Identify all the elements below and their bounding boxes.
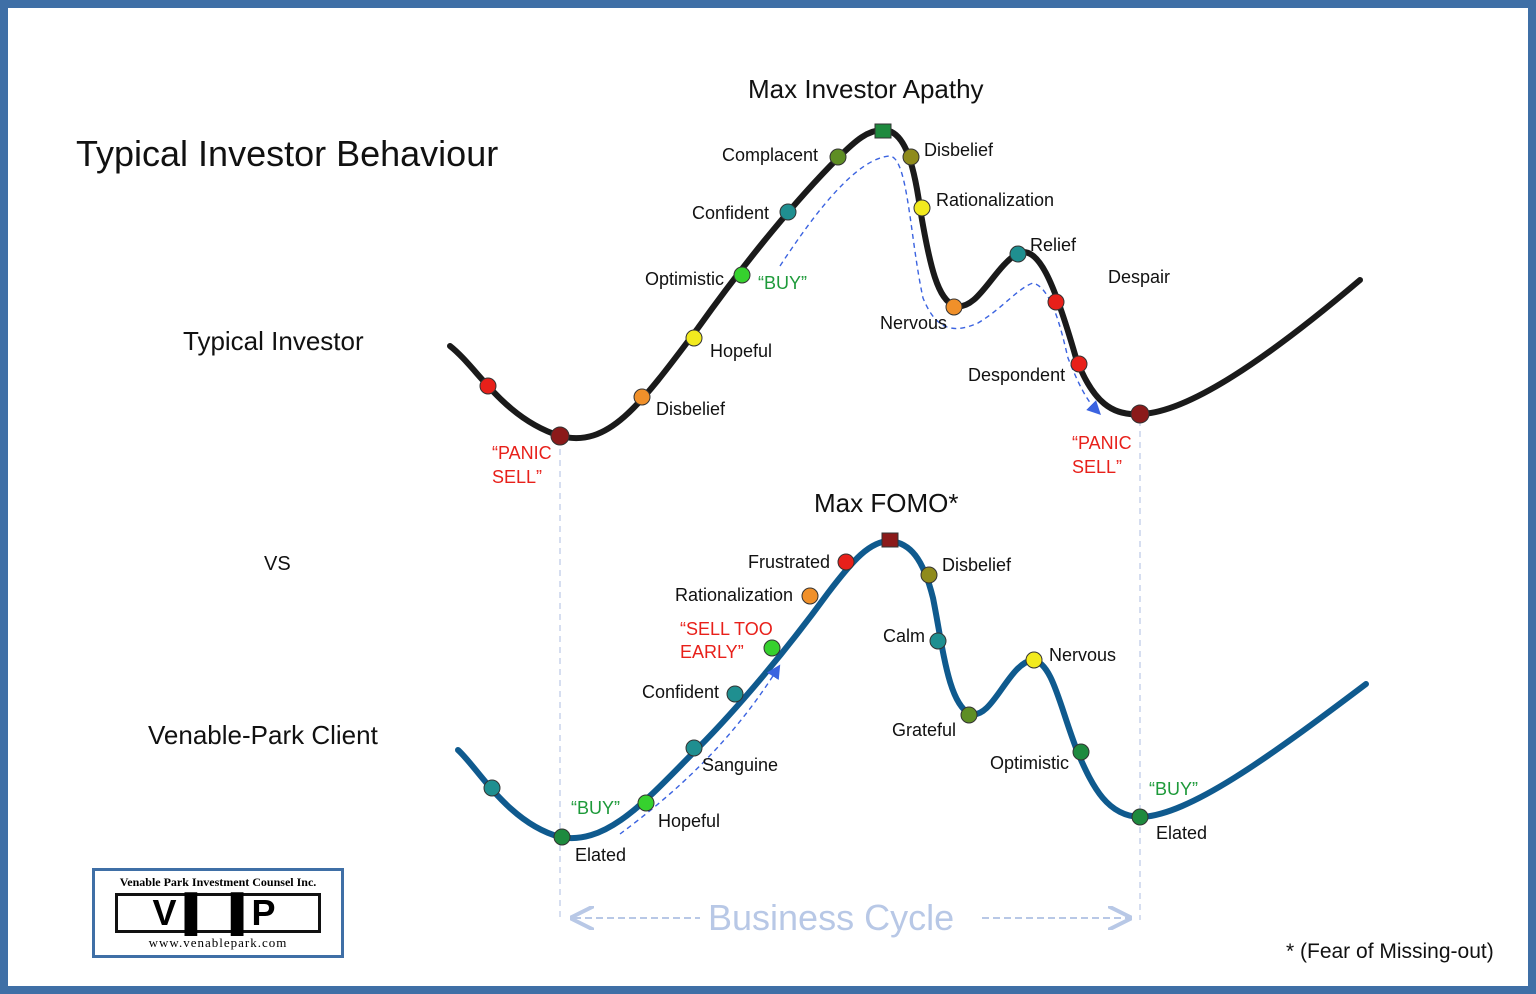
row-label-typical-investor: Typical Investor xyxy=(183,326,364,356)
marker-bottom-calm xyxy=(929,632,947,650)
top-panic-sell-left-line1: “PANIC xyxy=(492,443,552,463)
venable-park-logo: Venable Park Investment Counsel Inc. V▌▐… xyxy=(92,868,344,958)
marker-bottom-nervous xyxy=(1025,651,1043,669)
marker-top-peak xyxy=(874,123,892,139)
marker-bottom-frustrated xyxy=(837,553,855,571)
marker-bottom-peak xyxy=(881,532,899,548)
bottom-elated-right-label: Elated xyxy=(1156,823,1207,843)
marker-top-disbelief-high xyxy=(902,148,920,166)
row-label-vs: VS xyxy=(264,553,291,575)
bottom-confident-label: Confident xyxy=(642,682,719,702)
marker-top-panic-left xyxy=(550,426,570,446)
top-peak-label: Max Investor Apathy xyxy=(748,74,984,104)
bottom-sell-too-early-line1: “SELL TOO xyxy=(680,619,773,639)
bottom-buy-left-label: “BUY” xyxy=(571,798,620,818)
bottom-peak-label: Max FOMO* xyxy=(814,488,958,518)
marker-top-hopeful xyxy=(685,329,703,347)
marker-bottom-hopeful xyxy=(637,794,655,812)
venable-park-client-trend-arrow xyxy=(619,664,781,835)
top-optimistic-label: Optimistic xyxy=(645,269,724,289)
top-buy-label: “BUY” xyxy=(758,273,807,293)
footnote: * (Fear of Missing-out) xyxy=(1286,940,1494,963)
marker-top-nervous xyxy=(945,298,963,316)
diagram-title: Typical Investor Behaviour xyxy=(76,133,498,174)
typical-investor-markers xyxy=(479,123,1150,446)
top-disbelief-low-label: Disbelief xyxy=(656,399,726,419)
business-cycle-label: Business Cycle xyxy=(708,897,954,938)
investor-behaviour-diagram: Typical Investor Behaviour Typical Inves… xyxy=(76,74,1494,963)
top-nervous-label: Nervous xyxy=(880,313,947,333)
top-panic-sell-right-line1: “PANIC xyxy=(1072,433,1132,453)
marker-bottom-rationalization xyxy=(801,587,819,605)
row-label-venable-park-client: Venable-Park Client xyxy=(148,720,379,750)
venable-park-client-curve xyxy=(455,537,1369,842)
marker-top-panic-right xyxy=(1130,404,1150,424)
typical-investor-trend-arrow xyxy=(779,155,1101,415)
top-hopeful-label: Hopeful xyxy=(710,341,772,361)
bottom-disbelief-label: Disbelief xyxy=(942,555,1012,575)
top-rationalization-label: Rationalization xyxy=(936,190,1054,210)
marker-bottom-disbelief xyxy=(920,566,938,584)
marker-top-disbelief xyxy=(633,388,651,406)
marker-bottom-sell-too-early xyxy=(763,639,781,657)
bottom-buy-right-label: “BUY” xyxy=(1149,779,1198,799)
top-despair-label: Despair xyxy=(1108,267,1170,287)
typical-investor-curve xyxy=(447,126,1363,442)
marker-top-1 xyxy=(479,377,497,395)
marker-top-relief xyxy=(1009,245,1027,263)
marker-top-despondent xyxy=(1070,355,1088,373)
marker-top-despair xyxy=(1047,293,1065,311)
bottom-grateful-label: Grateful xyxy=(892,720,956,740)
marker-bottom-elated-right xyxy=(1131,808,1149,826)
top-complacent-label: Complacent xyxy=(722,145,818,165)
marker-bottom-elated-left xyxy=(553,828,571,846)
top-despondent-label: Despondent xyxy=(968,365,1065,385)
marker-top-confident xyxy=(779,203,797,221)
bottom-optimistic-label: Optimistic xyxy=(990,753,1069,773)
bottom-calm-label: Calm xyxy=(883,626,925,646)
top-disbelief-high-label: Disbelief xyxy=(924,140,994,160)
marker-bottom-confident xyxy=(726,685,744,703)
diagram-frame: Typical Investor Behaviour Typical Inves… xyxy=(8,8,1528,986)
bottom-frustrated-label: Frustrated xyxy=(748,552,830,572)
bottom-elated-left-label: Elated xyxy=(575,845,626,865)
marker-bottom-grateful xyxy=(960,706,978,724)
bottom-hopeful-label: Hopeful xyxy=(658,811,720,831)
logo-website: www.venablepark.com xyxy=(148,935,288,950)
marker-top-optimistic xyxy=(733,266,751,284)
venable-park-client-markers xyxy=(483,532,1149,846)
logo-mark: V▌▐P xyxy=(115,893,321,933)
marker-bottom-sanguine xyxy=(685,739,703,757)
marker-top-rationalization xyxy=(913,199,931,217)
marker-bottom-1 xyxy=(483,779,501,797)
marker-bottom-optimistic xyxy=(1072,743,1090,761)
bottom-nervous-label: Nervous xyxy=(1049,645,1116,665)
bottom-sell-too-early-line2: EARLY” xyxy=(680,642,744,662)
logo-company-name: Venable Park Investment Counsel Inc. xyxy=(119,875,317,889)
top-panic-sell-left-line2: SELL” xyxy=(492,467,542,487)
bottom-sanguine-label: Sanguine xyxy=(702,755,778,775)
top-panic-sell-right-line2: SELL” xyxy=(1072,457,1122,477)
bottom-rationalization-label: Rationalization xyxy=(675,585,793,605)
top-confident-label: Confident xyxy=(692,203,769,223)
top-relief-label: Relief xyxy=(1030,235,1077,255)
marker-top-complacent xyxy=(829,148,847,166)
